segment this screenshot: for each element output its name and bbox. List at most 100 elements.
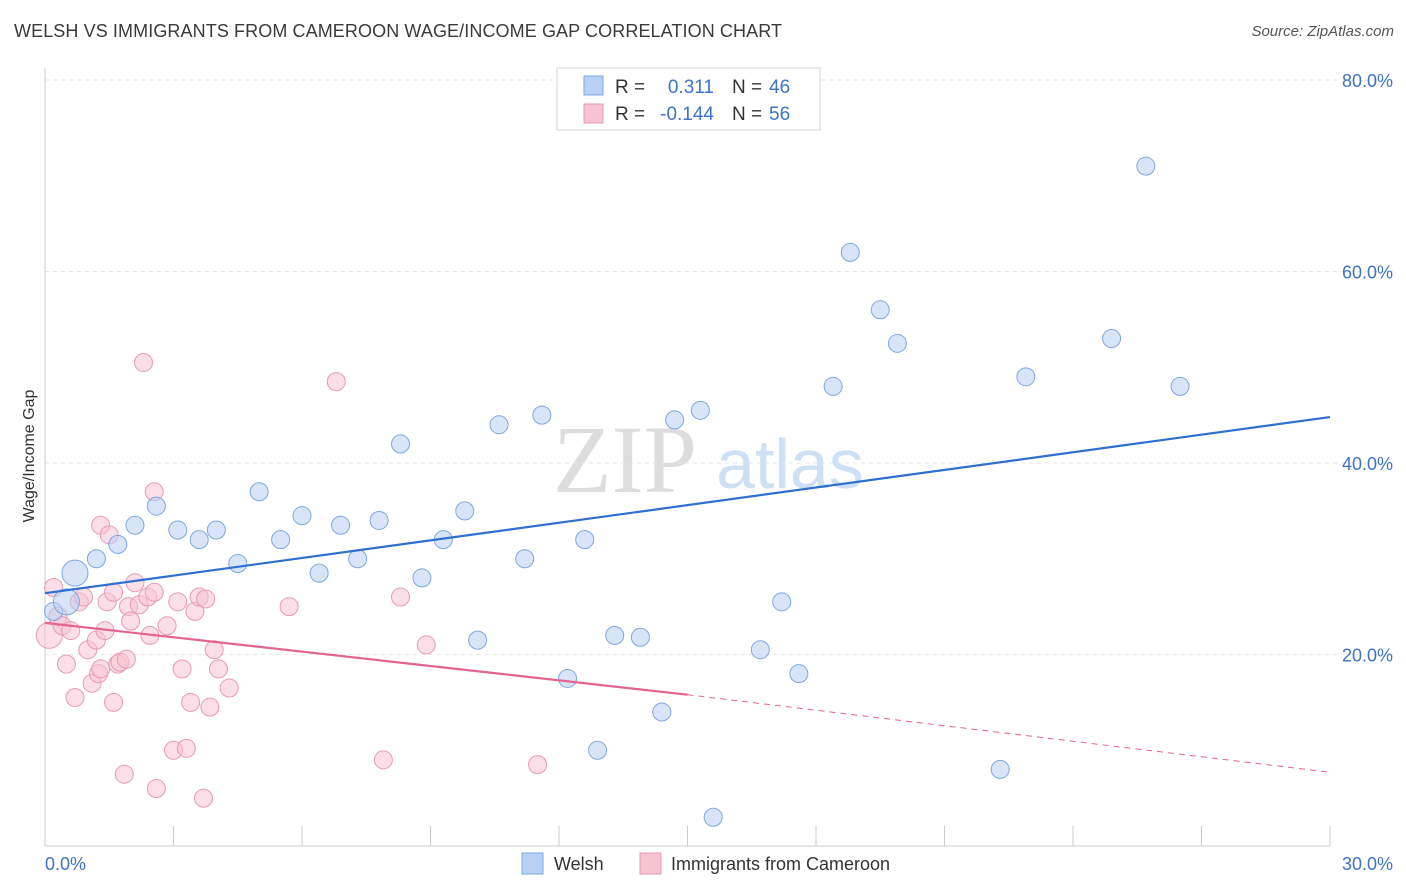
cameroon-point: [176, 738, 196, 758]
welsh-point: [309, 563, 329, 583]
welsh-point: [887, 333, 907, 353]
welsh-point: [789, 664, 809, 684]
cameroon-point: [65, 688, 85, 708]
welsh-point: [271, 530, 291, 550]
cameroon-point: [104, 582, 124, 602]
legend-cameroon-n-value: 56: [769, 104, 790, 125]
cameroon-point: [121, 611, 141, 631]
cameroon-point: [114, 764, 134, 784]
cameroon-point: [200, 697, 220, 717]
legend-cameroon-r-value: -0.144: [660, 104, 714, 125]
cameroon-point: [146, 779, 166, 799]
welsh-point: [331, 515, 351, 535]
welsh-point: [840, 242, 860, 262]
welsh-point: [772, 592, 792, 612]
trend-lines: [44, 415, 1331, 773]
legend-bottom-welsh-swatch: [521, 852, 544, 875]
welsh-point: [125, 515, 145, 535]
x-axis-ticks: [173, 826, 1331, 846]
y-tick-label: 80.0%: [1342, 71, 1393, 91]
chart-title: WELSH VS IMMIGRANTS FROM CAMEROON WAGE/I…: [14, 21, 783, 41]
welsh-point: [750, 640, 770, 660]
legend-top: R = 0.311 N = 46 R = -0.144 N = 56: [556, 67, 821, 131]
y-tick-label: 40.0%: [1342, 454, 1393, 474]
gridlines: [45, 79, 1393, 655]
cameroon-trend-line: [44, 621, 688, 696]
welsh-point: [690, 400, 710, 420]
welsh-point: [1016, 367, 1036, 387]
cameroon-point: [196, 589, 216, 609]
welsh-point: [61, 559, 89, 587]
welsh-point: [249, 482, 269, 502]
legend-welsh-swatch: [583, 75, 604, 96]
legend-bottom-cameroon-label: Immigrants from Cameroon: [671, 854, 890, 874]
watermark: ZIP atlas: [553, 406, 864, 513]
cameroon-point: [416, 635, 436, 655]
welsh-point: [1102, 329, 1122, 349]
cameroon-point: [91, 659, 111, 679]
welsh-point: [652, 702, 672, 722]
welsh-point: [146, 496, 166, 516]
cameroon-point: [104, 692, 124, 712]
legend-welsh-n-value: 46: [769, 77, 790, 98]
welsh-point: [189, 530, 209, 550]
cameroon-point: [168, 592, 188, 612]
cameroon-point: [279, 597, 299, 617]
legend-cameroon-n-label: N =: [732, 104, 762, 125]
welsh-point: [412, 568, 432, 588]
cameroon-series: [35, 352, 548, 808]
welsh-point: [532, 405, 552, 425]
welsh-point: [108, 534, 128, 554]
legend-welsh-r-value: 0.311: [668, 77, 714, 98]
y-tick-label: 60.0%: [1342, 263, 1393, 283]
source-credit: Source: ZipAtlas.com: [1251, 23, 1394, 40]
cameroon-point: [528, 755, 548, 775]
cameroon-point: [56, 654, 76, 674]
welsh-point: [86, 549, 106, 569]
cameroon-trend-extension: [687, 694, 1331, 773]
welsh-point: [1136, 156, 1156, 176]
welsh-point: [515, 549, 535, 569]
x-tick-label-max: 30.0%: [1342, 854, 1393, 874]
legend-bottom-cameroon-swatch: [639, 852, 662, 875]
welsh-point: [292, 506, 312, 526]
welsh-point: [52, 588, 80, 616]
legend-bottom: Welsh Immigrants from Cameroon: [521, 852, 890, 875]
y-tick-label: 20.0%: [1342, 646, 1393, 666]
welsh-point: [990, 759, 1010, 779]
welsh-series: [44, 156, 1190, 827]
cameroon-point: [172, 659, 192, 679]
legend-bottom-welsh-label: Welsh: [554, 854, 604, 874]
legend-cameroon-r-label: R =: [615, 104, 645, 125]
cameroon-point: [157, 616, 177, 636]
legend-cameroon-swatch: [583, 103, 604, 124]
legend-welsh-r-label: R =: [615, 77, 645, 98]
y-axis-tick-labels: 20.0% 40.0% 60.0% 80.0%: [1342, 71, 1393, 666]
welsh-point: [630, 627, 650, 647]
cameroon-point: [326, 372, 346, 392]
welsh-trend-line: [44, 415, 1331, 595]
cameroon-point: [116, 649, 136, 669]
y-axis-label: Wage/Income Gap: [21, 390, 38, 523]
cameroon-point: [219, 678, 239, 698]
welsh-point: [575, 530, 595, 550]
welsh-point: [228, 554, 248, 574]
welsh-point: [558, 668, 578, 688]
welsh-point: [665, 410, 685, 430]
cameroon-point: [181, 692, 201, 712]
welsh-point: [369, 510, 389, 530]
welsh-point: [588, 740, 608, 760]
welsh-point: [468, 630, 488, 650]
welsh-point: [1170, 376, 1190, 396]
welsh-point: [348, 549, 368, 569]
cameroon-point: [193, 788, 213, 808]
cameroon-point: [208, 659, 228, 679]
cameroon-point: [134, 352, 154, 372]
welsh-point: [605, 625, 625, 645]
cameroon-point: [144, 582, 164, 602]
welsh-point: [455, 501, 475, 521]
welsh-point: [870, 300, 890, 320]
cameroon-point: [373, 750, 393, 770]
legend-welsh-n-label: N =: [732, 77, 762, 98]
